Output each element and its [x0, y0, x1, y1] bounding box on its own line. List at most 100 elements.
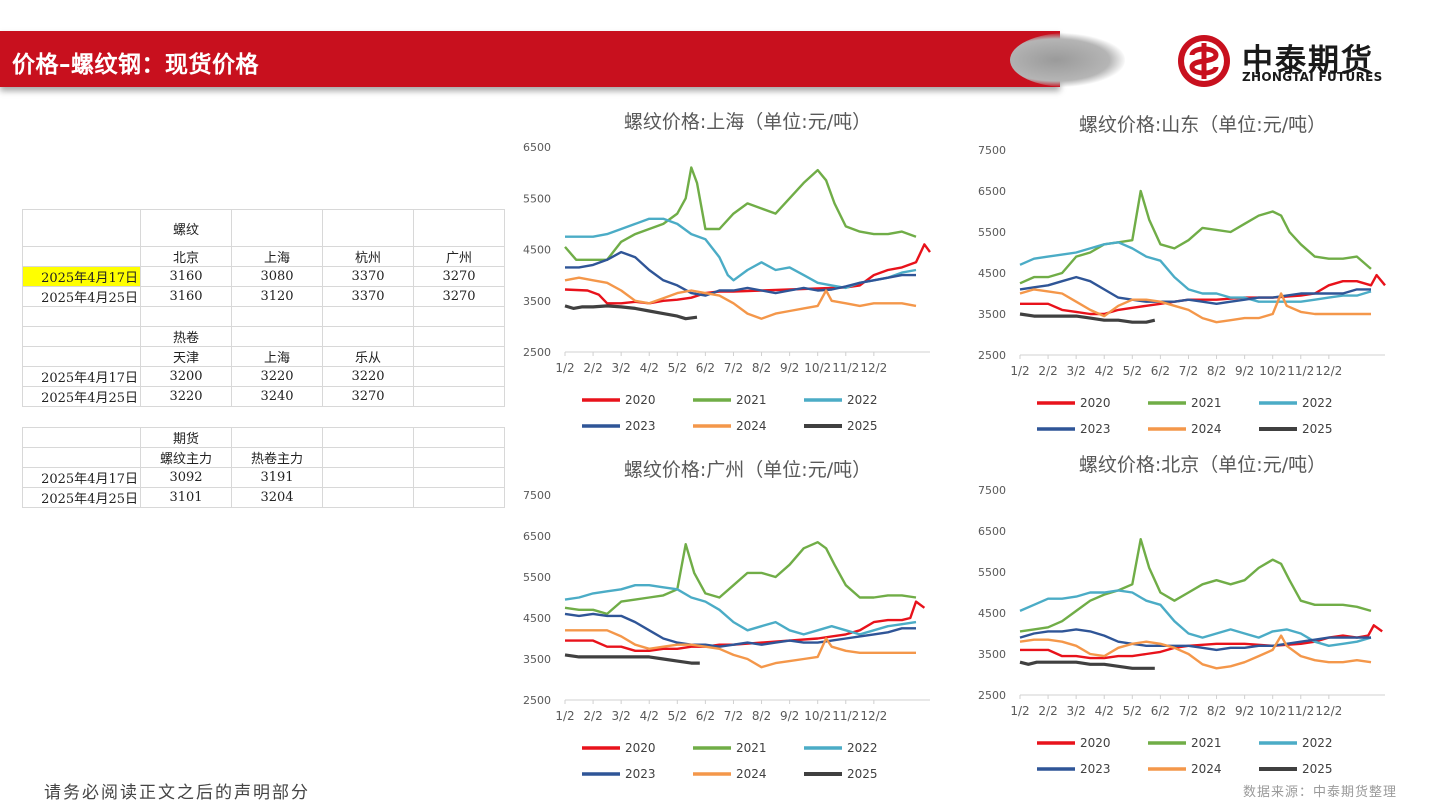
y-tick-label: 2500: [523, 346, 551, 359]
y-tick-label: 2500: [978, 349, 1006, 362]
x-tick-label: 4/2: [640, 709, 659, 723]
series-line-2024: [1019, 288, 1371, 324]
chart-guangzhou: 螺纹价格:广州（单位:元/吨） 2500 3500 4500 5500 6500 7500 1…: [523, 459, 930, 781]
series-line-2023: [1019, 275, 1371, 305]
column-header: 北京: [140, 246, 232, 267]
table-cell: 3220: [322, 366, 414, 387]
date-cell: 2025年4月25日: [22, 386, 141, 407]
date-cell-highlighted: 2025年4月17日: [22, 266, 141, 287]
x-tick-label: 8/2: [1207, 704, 1226, 718]
column-header: 热卷主力: [231, 447, 323, 468]
y-tick-label: 2500: [523, 694, 551, 707]
x-tick-label: 1/2: [555, 361, 574, 375]
table-row: 2025年4月25日 3101 3204: [22, 487, 505, 508]
x-tick-label: 7/2: [724, 709, 743, 723]
table-row: 2025年4月25日 3220 3240 3270: [22, 386, 505, 407]
x-tick-label: 7/2: [724, 361, 743, 375]
x-tick-label: 9/2: [780, 361, 799, 375]
legend-label-2024: 2024: [1191, 762, 1222, 776]
y-tick-label: 2500: [978, 689, 1006, 702]
legend-label-2020: 2020: [1080, 396, 1111, 410]
legend-label-2024: 2024: [736, 419, 767, 433]
x-tick-label: 7/2: [1179, 704, 1198, 718]
x-tick-label: 2/2: [1038, 364, 1057, 378]
x-tick-label: 4/2: [1095, 704, 1114, 718]
chart-title: 螺纹价格:北京（单位:元/吨）: [1079, 454, 1326, 476]
y-tick-label: 6500: [523, 530, 551, 543]
y-tick-label: 4500: [523, 612, 551, 625]
y-tick-label: 7500: [978, 484, 1006, 497]
legend-label-2023: 2023: [1080, 762, 1111, 776]
x-tick-label: 8/2: [752, 361, 771, 375]
x-tick-label: 12/2: [860, 361, 887, 375]
table-row: [22, 306, 505, 327]
table-cell: 3240: [231, 386, 323, 407]
table-cell: 3370: [322, 266, 414, 287]
y-tick-label: 6500: [978, 185, 1006, 198]
x-tick-label: 12/2: [860, 709, 887, 723]
series-line-2023: [564, 612, 916, 648]
x-tick-label: 10/2: [804, 709, 831, 723]
x-tick-label: 11/2: [832, 709, 859, 723]
table-cell: 3120: [231, 286, 323, 307]
date-cell: 2025年4月25日: [22, 286, 141, 307]
table-cell: 3370: [322, 286, 414, 307]
x-tick-label: 2/2: [583, 709, 602, 723]
table-cell: 3160: [140, 286, 232, 307]
series-line-2025: [564, 653, 700, 665]
series-line-2022: [564, 584, 917, 636]
legend-label-2025: 2025: [847, 419, 878, 433]
disclaimer-text: 请务必阅读正文之后的声明部分: [44, 783, 310, 803]
x-tick-label: 3/2: [611, 361, 630, 375]
x-tick-label: 9/2: [780, 709, 799, 723]
x-tick-label: 2/2: [583, 361, 602, 375]
x-tick-label: 11/2: [1287, 364, 1314, 378]
y-tick-label: 4500: [978, 267, 1006, 280]
x-tick-label: 6/2: [1151, 704, 1170, 718]
series-line-2022: [1019, 589, 1372, 647]
x-tick-label: 9/2: [1235, 364, 1254, 378]
table-row: 螺纹: [22, 209, 505, 247]
x-tick-label: 12/2: [1315, 364, 1342, 378]
data-source-text: 数据来源：中泰期货整理: [1243, 785, 1398, 800]
table-cell: 3220: [140, 386, 232, 407]
column-header: 螺纹主力: [140, 447, 232, 468]
y-tick-label: 4500: [978, 607, 1006, 620]
legend-label-2021: 2021: [736, 741, 767, 755]
column-header: 上海: [231, 346, 323, 367]
table-cell: 3270: [413, 266, 505, 287]
legend-label-2024: 2024: [1191, 422, 1222, 436]
y-tick-label: 6500: [978, 525, 1006, 538]
x-tick-label: 10/2: [1259, 364, 1286, 378]
x-tick-label: 1/2: [555, 709, 574, 723]
column-header: 上海: [231, 246, 323, 267]
table-cell: 3080: [231, 266, 323, 287]
table-cell: 3200: [140, 366, 232, 387]
legend-label-2023: 2023: [625, 767, 656, 781]
table-row: 2025年4月25日 3160 3120 3370 3270: [22, 286, 505, 307]
x-tick-label: 1/2: [1010, 704, 1029, 718]
y-tick-label: 5500: [978, 226, 1006, 239]
x-tick-label: 4/2: [1095, 364, 1114, 378]
y-tick-label: 3500: [523, 653, 551, 666]
x-tick-label: 6/2: [1151, 364, 1170, 378]
futures-section-label: 期货: [140, 427, 232, 448]
series-line-2024: [565, 629, 916, 669]
x-tick-label: 12/2: [1315, 704, 1342, 718]
table-cell: 3270: [413, 286, 505, 307]
table-cell: 3220: [231, 366, 323, 387]
column-header: 广州: [413, 246, 505, 267]
table-row: 热卷: [22, 326, 505, 347]
legend-label-2020: 2020: [625, 393, 656, 407]
table-cell: 3092: [140, 467, 232, 488]
column-header: 天津: [140, 346, 232, 367]
chart-title: 螺纹价格:广州（单位:元/吨）: [624, 459, 871, 481]
x-tick-label: 6/2: [696, 709, 715, 723]
table-cell: 3101: [140, 487, 232, 508]
series-line-2025: [1019, 312, 1156, 324]
table-cell: 3270: [322, 386, 414, 407]
table-row: 2025年4月17日 3200 3220 3220: [22, 366, 505, 387]
series-line-2021: [564, 166, 917, 261]
chart-shandong: 螺纹价格:山东（单位:元/吨） 2500 3500 4500 5500 6500 7500 1…: [978, 114, 1386, 436]
y-tick-label: 7500: [523, 489, 551, 502]
